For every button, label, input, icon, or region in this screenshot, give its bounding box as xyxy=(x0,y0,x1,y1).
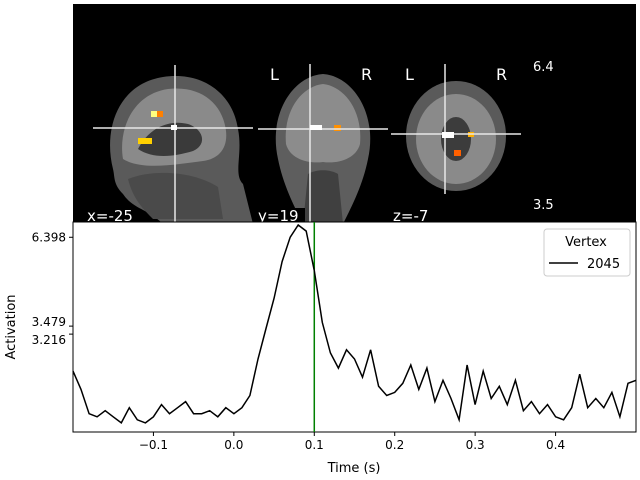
x-tick-label: 0.1 xyxy=(305,438,324,452)
y-coordinate-label: y=19 xyxy=(254,208,305,225)
brain-slices-panel: L R L R x=-25 y=19 z=-7 6.4 3.5 xyxy=(73,4,636,226)
x-tick-label: 0.2 xyxy=(385,438,404,452)
colorbar-min-label: 3.5 xyxy=(533,198,554,213)
x-tick-label: 0.3 xyxy=(466,438,485,452)
legend-title: Vertex xyxy=(565,235,607,250)
x-tick-label: −0.1 xyxy=(139,438,168,452)
x-coordinate-label: x=-25 xyxy=(83,208,139,225)
y-axis-label: Activation xyxy=(4,294,19,359)
sagittal-slice xyxy=(93,59,253,224)
x-tick-label: 0.0 xyxy=(224,438,243,452)
colorbar-max-label: 6.4 xyxy=(533,60,554,75)
coronal-slice xyxy=(258,64,388,224)
plot-frame xyxy=(72,221,637,433)
legend-entry-2045: 2045 xyxy=(587,257,620,272)
series-line-2045 xyxy=(72,223,637,425)
axial-left-label: L xyxy=(405,65,414,84)
y-tick-label: 3.216 xyxy=(32,333,66,347)
x-tick-label: 0.4 xyxy=(546,438,565,452)
y-tick-label: 3.479 xyxy=(32,315,66,329)
x-axis-label: Time (s) xyxy=(327,461,381,476)
y-tick-label: 6.398 xyxy=(32,230,66,244)
z-coordinate-label: z=-7 xyxy=(389,208,435,225)
coronal-right-label: R xyxy=(361,65,373,84)
legend: Vertex 2045 xyxy=(543,228,631,277)
axial-slice xyxy=(391,64,521,199)
coronal-left-label: L xyxy=(270,65,279,84)
axial-right-label: R xyxy=(496,65,508,84)
